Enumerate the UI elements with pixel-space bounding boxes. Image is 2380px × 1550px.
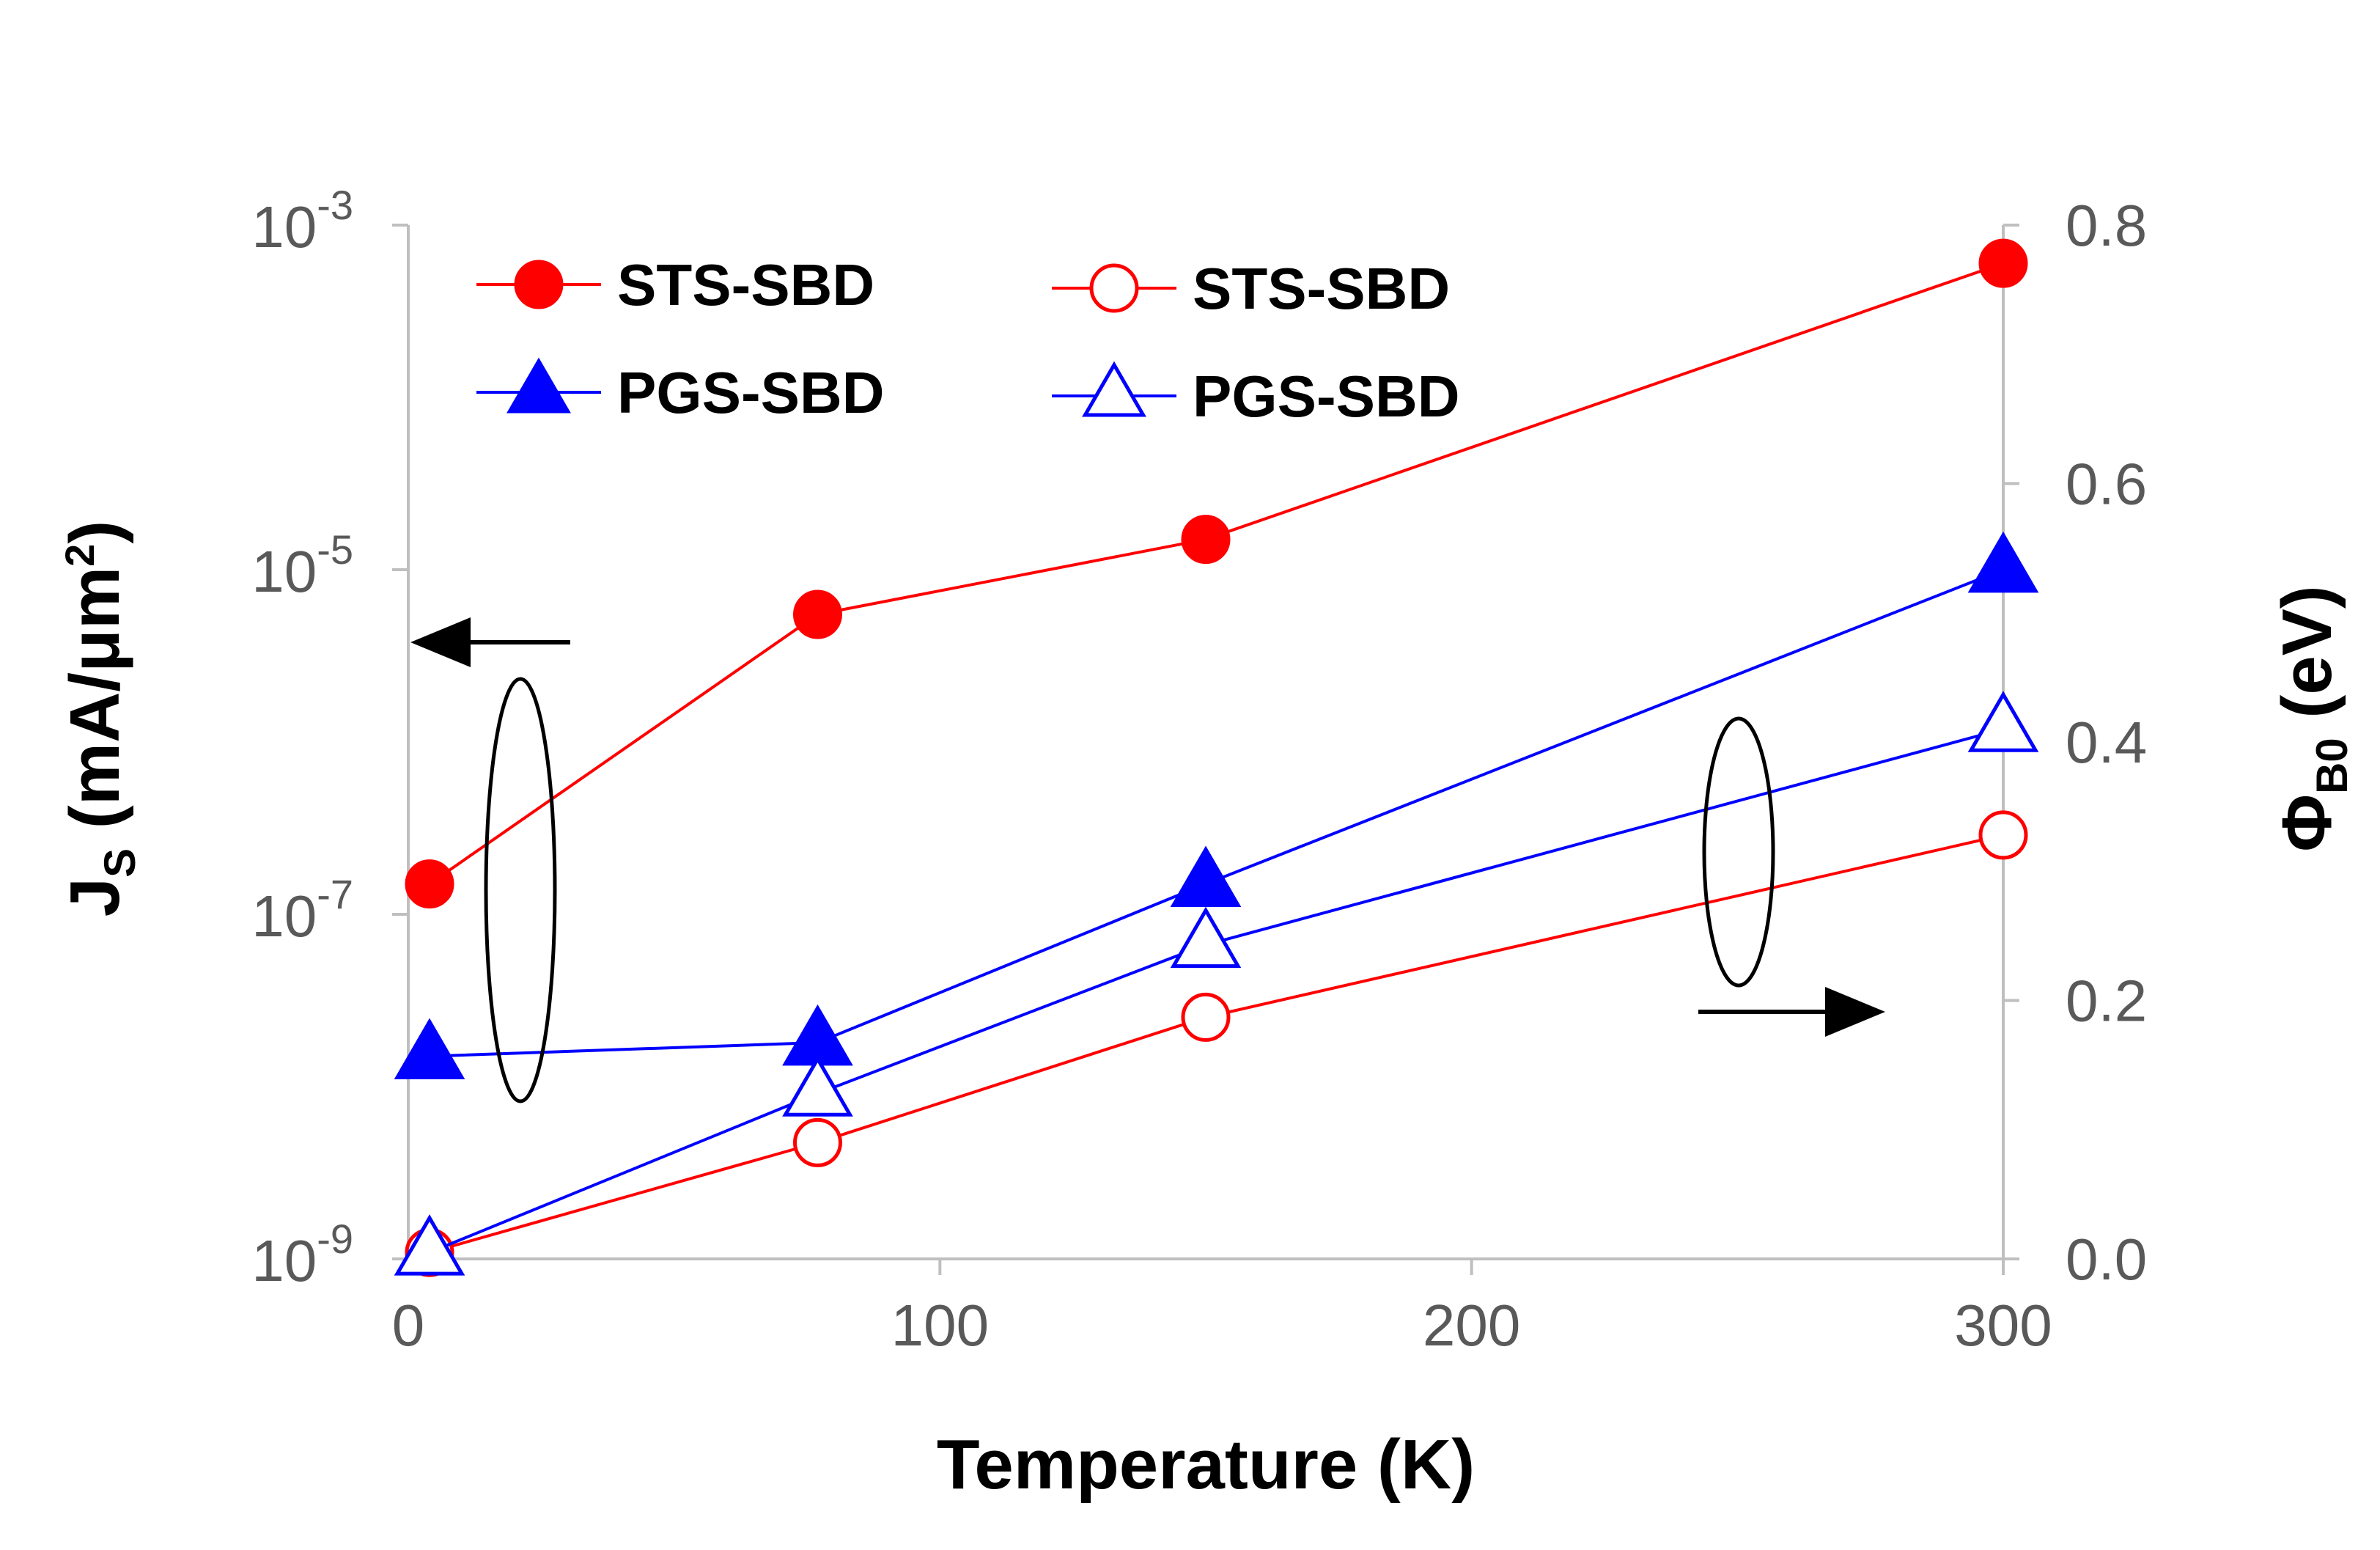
series-line xyxy=(429,568,2004,1058)
data-point xyxy=(1181,515,1231,565)
legend-marker xyxy=(1089,263,1139,313)
data-point xyxy=(1978,238,2028,288)
data-point xyxy=(1967,531,2039,593)
y-right-tick-label: 0.8 xyxy=(2066,193,2147,258)
right-axis-indicator xyxy=(1698,716,1885,1037)
legend-marker xyxy=(1082,361,1146,417)
data-point xyxy=(793,589,843,639)
legend-marker xyxy=(506,357,571,414)
left-group-ellipse xyxy=(484,677,557,1103)
data-point xyxy=(1181,992,1231,1042)
left-axis-indicator xyxy=(410,617,570,1103)
data-point xyxy=(1170,845,1242,907)
series-sts-sbd-filled xyxy=(405,238,2028,909)
left-arrow-head xyxy=(410,617,471,667)
legend: STS-SBD PGS-SBD STS-SBD PGS-SBD xyxy=(476,252,1460,429)
data-point xyxy=(1967,691,2039,752)
x-axis-title: Temperature (K) xyxy=(937,1425,1475,1504)
data-point xyxy=(405,859,454,909)
y-right-axis-title: ΦB0 (eV) xyxy=(2268,585,2357,852)
legend-item: PGS-SBD xyxy=(1052,361,1460,429)
tick-labels: 0 100 200 300 10-3 10-5 10-7 10-9 0.8 0.6 0.4 0.2 0.… xyxy=(251,182,2147,1358)
series-line xyxy=(428,262,2004,886)
legend-label: PGS-SBD xyxy=(1193,364,1460,429)
y-right-tick-label: 0.4 xyxy=(2066,710,2147,775)
legend-item: PGS-SBD xyxy=(476,357,885,425)
y-right-tick-label: 0.2 xyxy=(2066,969,2147,1034)
series-line xyxy=(429,727,2004,1255)
x-tick-label: 0 xyxy=(392,1293,425,1358)
y-left-axis-title: JS (mA/μm2) xyxy=(56,521,144,917)
y-right-tick-label: 0.0 xyxy=(2066,1227,2147,1292)
right-group-ellipse xyxy=(1702,716,1775,988)
series-pgs-sbd-open xyxy=(394,691,2039,1276)
data-point xyxy=(793,1117,843,1167)
x-tick-label: 300 xyxy=(1954,1293,2052,1358)
y-right-tick-label: 0.6 xyxy=(2066,452,2147,517)
x-tick-label: 200 xyxy=(1423,1293,1520,1358)
data-point xyxy=(782,1055,853,1117)
legend-item: STS-SBD xyxy=(476,252,874,317)
data-point xyxy=(1978,810,2028,860)
data-point xyxy=(394,1214,465,1276)
legend-label: STS-SBD xyxy=(617,252,874,317)
legend-label: PGS-SBD xyxy=(617,360,885,425)
legend-marker xyxy=(514,260,564,309)
legend-label: STS-SBD xyxy=(1193,256,1450,321)
y-left-tick-label: 10-3 xyxy=(251,182,353,260)
legend-item: STS-SBD xyxy=(1052,256,1450,321)
data-point xyxy=(394,1018,465,1079)
series-line xyxy=(429,833,2004,1255)
data-point xyxy=(1170,906,1242,969)
x-tick-label: 100 xyxy=(891,1293,989,1358)
series-sts-sbd-open xyxy=(405,810,2028,1277)
y-left-tick-label: 10-9 xyxy=(251,1216,353,1293)
series-layer xyxy=(394,238,2039,1277)
series-pgs-sbd-filled xyxy=(394,531,2039,1079)
y-left-tick-label: 10-7 xyxy=(251,871,353,949)
right-arrow-head xyxy=(1825,987,1885,1037)
y-left-tick-label: 10-5 xyxy=(251,526,353,604)
